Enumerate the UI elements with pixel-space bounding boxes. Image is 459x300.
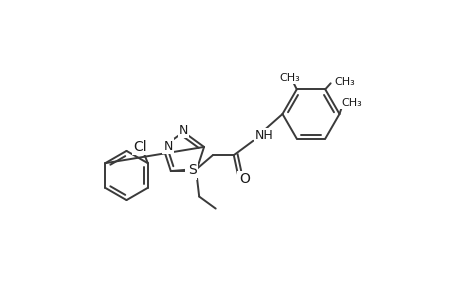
Text: NH: NH [254,129,273,142]
Text: N: N [179,124,188,137]
Text: N: N [186,166,195,178]
Text: CH₃: CH₃ [278,73,299,83]
Text: CH₃: CH₃ [334,77,354,87]
Text: S: S [188,163,196,177]
Text: O: O [238,172,249,186]
Text: CH₃: CH₃ [341,98,361,108]
Text: N: N [163,140,173,152]
Text: Cl: Cl [133,140,147,154]
